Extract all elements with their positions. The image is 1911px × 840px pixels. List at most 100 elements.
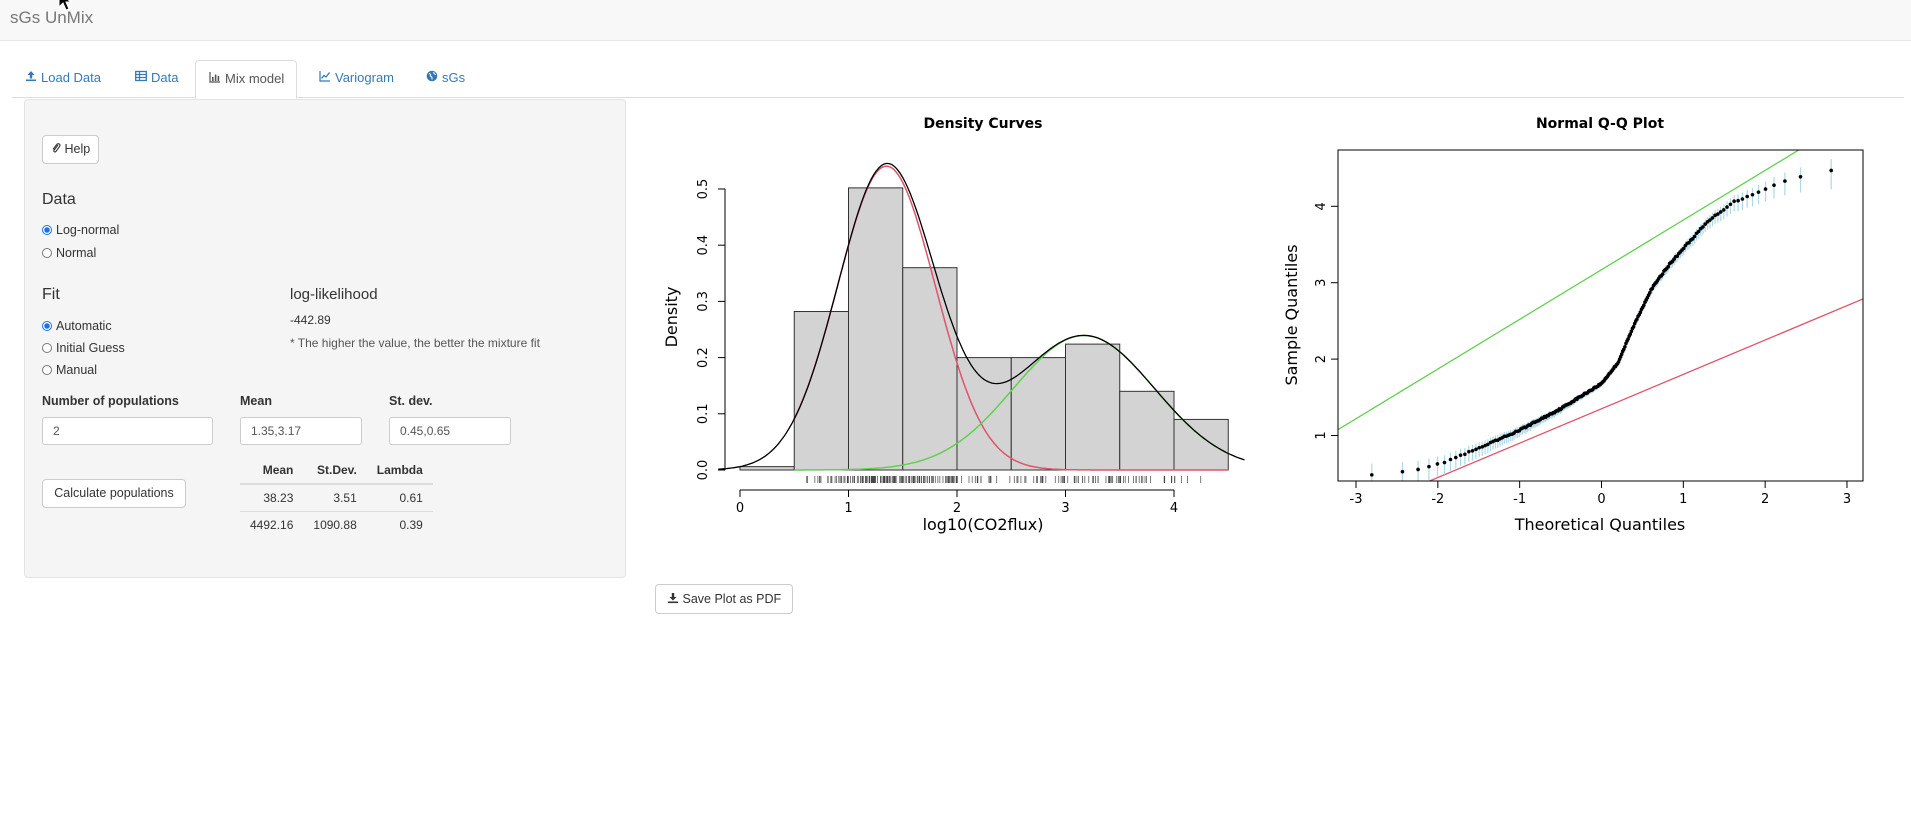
qq-xlabel: Theoretical Quantiles	[1514, 515, 1686, 534]
help-button[interactable]: Help	[42, 135, 100, 164]
table-cell: 3.51	[333, 491, 357, 505]
radio-selected-icon	[42, 225, 52, 235]
npop-label: Number of populations	[42, 394, 179, 408]
qq-point	[1732, 199, 1736, 203]
qq-point	[1416, 467, 1420, 472]
qq-point	[1486, 442, 1490, 447]
help-label: Help	[64, 142, 91, 156]
x-tick-label: 4	[1170, 501, 1178, 516]
tab-load-data[interactable]: Load Data	[12, 60, 113, 96]
radio-normal[interactable]: Normal	[42, 246, 96, 260]
qq-point	[1696, 229, 1701, 234]
qq-point	[1701, 225, 1705, 229]
radio-automatic[interactable]: Automatic	[42, 319, 112, 333]
density-ylabel: Density	[662, 287, 681, 348]
mean-input[interactable]: 1.35,3.17	[240, 417, 362, 445]
table-cell: 0.61	[399, 491, 423, 505]
table-row: 4492.16 1090.88 0.39	[240, 511, 433, 538]
x-tick-label: 0	[1597, 492, 1605, 507]
upload-icon	[24, 60, 38, 96]
x-tick-label: 3	[1061, 501, 1069, 516]
qq-point	[1721, 208, 1726, 212]
histogram-bar	[902, 267, 958, 471]
qq-point	[1647, 290, 1652, 295]
qq-point	[1756, 190, 1761, 194]
histogram-bar	[848, 187, 904, 471]
radio-label: Manual	[56, 363, 97, 377]
app-title[interactable]: sGs UnMix	[10, 8, 94, 27]
column-header: Mean	[240, 459, 304, 485]
qq-point	[1448, 457, 1453, 462]
radio-empty-icon	[42, 343, 52, 353]
radio-initial-guess[interactable]: Initial Guess	[42, 341, 125, 355]
qq-point	[1427, 464, 1431, 469]
qq-point	[1666, 264, 1670, 269]
qq-point	[1798, 174, 1803, 179]
qq-point	[1470, 449, 1475, 453]
histogram-bar	[739, 466, 795, 471]
histogram-bar	[1173, 418, 1229, 471]
column-header: St.Dev.	[303, 459, 367, 485]
y-tick-label: 0.5	[696, 179, 711, 200]
x-tick-label: 0	[736, 501, 744, 516]
qq-point	[1442, 460, 1447, 465]
table-icon	[134, 60, 148, 96]
histogram-bar	[793, 311, 849, 471]
qq-plot-frame	[1337, 149, 1864, 482]
tab-sgs[interactable]: sGs	[413, 60, 477, 96]
tab-label: Data	[151, 70, 179, 85]
qq-point	[1474, 447, 1478, 452]
qq-point	[1690, 237, 1695, 241]
density-xlabel: log10(CO2flux)	[923, 515, 1044, 534]
mixture-density-curve	[718, 162, 1245, 470]
y-tick-label: 3	[1314, 279, 1329, 287]
tab-mix-model[interactable]: Mix model	[195, 60, 298, 99]
sidebar-panel: Help Data Log-normal Normal Fit Automati…	[24, 99, 626, 578]
y-tick-label: 0.3	[696, 291, 711, 312]
qq-point	[1763, 187, 1768, 191]
x-tick-label: 1	[1679, 492, 1687, 507]
table-cell: 0.39	[366, 511, 433, 538]
x-tick-label: 2	[953, 501, 961, 516]
tab-label: Load Data	[41, 70, 101, 85]
data-heading: Data	[42, 191, 76, 208]
qq-point	[1483, 443, 1487, 448]
table-row: 38.23 3.51 0.61	[240, 484, 433, 512]
qq-point	[1369, 473, 1374, 477]
qq-point	[1728, 202, 1733, 207]
sd-input[interactable]: 0.45,0.65	[389, 417, 511, 445]
qq-point	[1718, 210, 1723, 214]
qq-point	[1736, 198, 1740, 203]
calculate-populations-button[interactable]: Calculate populations	[42, 479, 186, 508]
loglik-note: * The higher the value, the better the m…	[290, 336, 540, 350]
tab-label: sGs	[442, 70, 466, 85]
radio-empty-icon	[42, 248, 52, 258]
qq-point	[1783, 179, 1787, 183]
qq-point	[1650, 286, 1655, 291]
npop-input[interactable]: 2	[42, 417, 213, 445]
radio-manual[interactable]: Manual	[42, 363, 97, 377]
radio-label: Log-normal	[56, 223, 120, 237]
qq-point	[1631, 324, 1636, 329]
qq-reference-line	[1427, 298, 1863, 481]
y-tick-label: 1	[1314, 431, 1329, 439]
qq-point	[1745, 194, 1749, 199]
qq-point	[1619, 352, 1624, 357]
qq-point	[1458, 453, 1463, 457]
tab-data[interactable]: Data	[122, 60, 190, 96]
density-title: Density Curves	[923, 116, 1042, 132]
histogram-bar	[1119, 390, 1175, 471]
qq-point	[1635, 317, 1639, 321]
qq-point	[1453, 455, 1458, 460]
save-plot-pdf-button[interactable]: Save Plot as PDF	[655, 584, 794, 614]
tab-variogram[interactable]: Variogram	[306, 60, 406, 96]
paperclip-icon	[52, 143, 61, 153]
radio-log-normal[interactable]: Log-normal	[42, 223, 119, 237]
save-label: Save Plot as PDF	[682, 592, 782, 606]
qq-point	[1750, 192, 1755, 197]
x-tick-label: -1	[1513, 492, 1526, 507]
qq-point	[1708, 218, 1712, 222]
populations-table: Mean St.Dev. Lambda 38.23 3.51 0.61 4492…	[240, 459, 433, 538]
y-tick-label: 2	[1314, 355, 1329, 363]
density-curves-plot: Density Curves 0 1 2 3 4 0.0 0.1 0.2 0.3 0.4 0.5 l…	[662, 116, 1245, 534]
